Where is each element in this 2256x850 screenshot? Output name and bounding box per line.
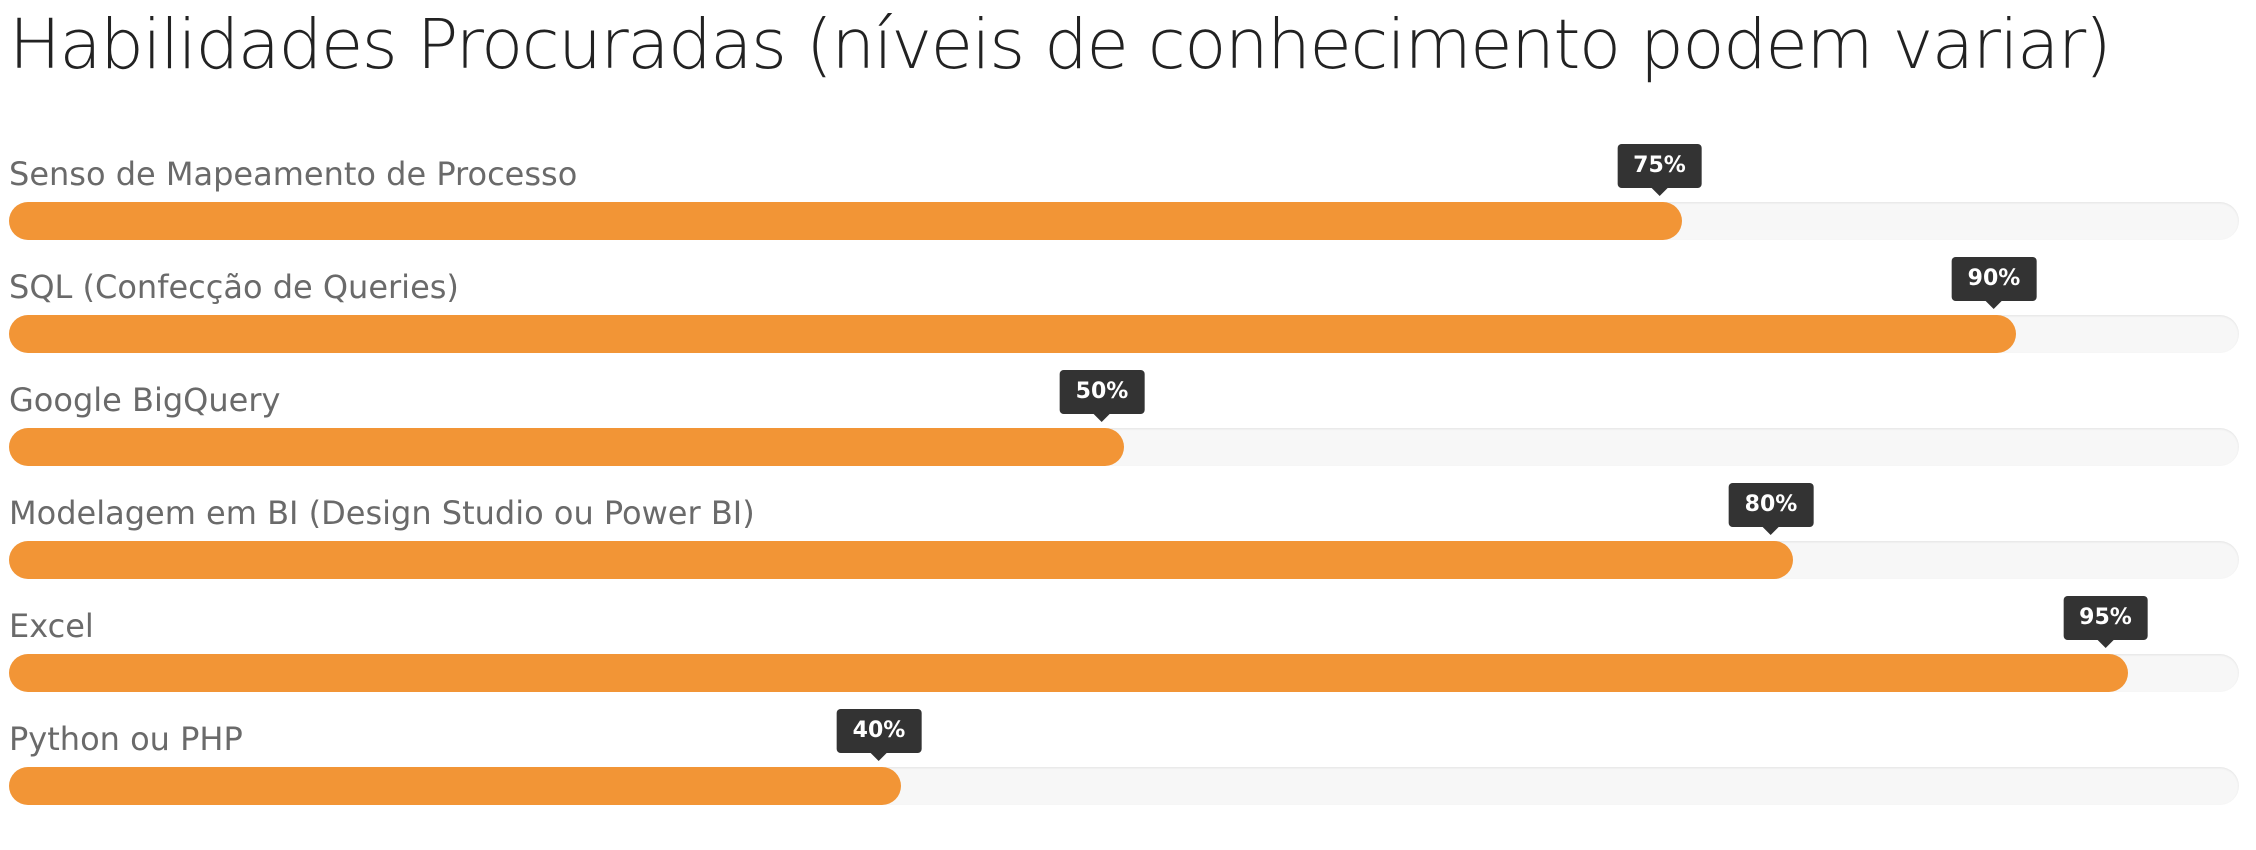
skill-item: Google BigQuery 50%	[9, 370, 2239, 485]
skill-progress-track: 80%	[9, 483, 2239, 579]
skill-percent-tooltip: 50%	[1059, 370, 1145, 422]
skill-percent-tooltip: 95%	[2063, 596, 2148, 648]
skill-progress-track: 95%	[9, 596, 2239, 692]
skill-label: Excel	[9, 607, 94, 645]
skill-item: Python ou PHP 40%	[9, 709, 2239, 824]
skill-item: Excel 95%	[9, 596, 2239, 711]
skill-label: Modelagem em BI (Design Studio ou Power …	[9, 494, 755, 532]
skill-progress-track: 90%	[9, 257, 2239, 353]
skill-percent-tooltip: 40%	[836, 709, 922, 761]
skill-progress-track: 50%	[9, 370, 2239, 466]
skill-progress-fill	[9, 428, 1124, 466]
skill-label: Senso de Mapeamento de Processo	[9, 155, 578, 193]
skill-progress-track: 40%	[9, 709, 2239, 805]
skill-label: Google BigQuery	[9, 381, 281, 419]
skill-item: Modelagem em BI (Design Studio ou Power …	[9, 483, 2239, 598]
skill-progress-fill	[9, 541, 1793, 579]
skill-label: Python ou PHP	[9, 720, 243, 758]
skill-progress-track: 75%	[9, 144, 2239, 240]
skill-item: SQL (Confecção de Queries) 90%	[9, 257, 2239, 372]
skill-percent-tooltip: 90%	[1951, 257, 2037, 309]
skills-list: Senso de Mapeamento de Processo 75% SQL …	[9, 144, 2239, 824]
skill-item: Senso de Mapeamento de Processo 75%	[9, 144, 2239, 259]
skill-progress-fill	[9, 767, 901, 805]
page-title: Habilidades Procuradas (níveis de conhec…	[9, 5, 2112, 85]
skill-percent-tooltip: 75%	[1617, 144, 1702, 196]
skill-percent-tooltip: 80%	[1728, 483, 1814, 535]
skill-progress-fill	[9, 202, 1682, 240]
skill-progress-fill	[9, 654, 2128, 692]
skill-label: SQL (Confecção de Queries)	[9, 268, 459, 306]
skill-progress-fill	[9, 315, 2016, 353]
